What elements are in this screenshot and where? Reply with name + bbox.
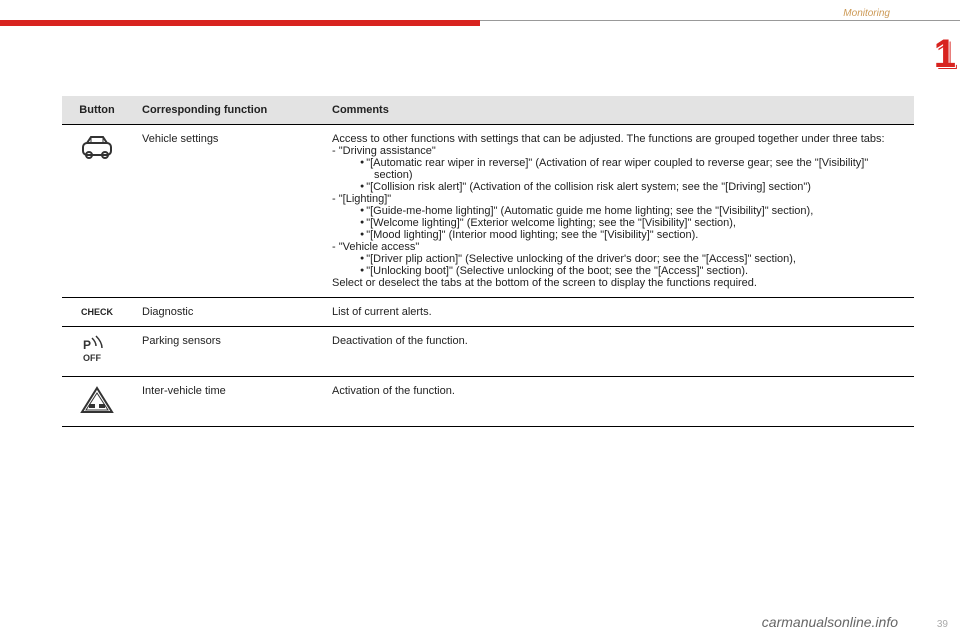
comments-outro: Select or deselect the tabs at the botto… bbox=[332, 277, 904, 289]
comments-cell: Activation of the function. bbox=[322, 377, 914, 427]
top-accent-bar bbox=[0, 20, 480, 26]
chapter-number: 1 bbox=[934, 32, 956, 77]
comments-cell: Deactivation of the function. bbox=[322, 327, 914, 377]
group-item: "[Guide-me-home lighting]" (Automatic gu… bbox=[374, 205, 904, 217]
table-row: CHECK Diagnostic List of current alerts. bbox=[62, 298, 914, 327]
col-header-comments: Comments bbox=[322, 96, 914, 125]
comments-cell: List of current alerts. bbox=[322, 298, 914, 327]
check-icon: CHECK bbox=[81, 307, 113, 317]
function-label: Parking sensors bbox=[132, 327, 322, 377]
warning-triangle-icon bbox=[77, 385, 117, 415]
comments-intro: Access to other functions with settings … bbox=[332, 133, 904, 145]
section-label: Monitoring bbox=[843, 8, 890, 19]
content-area: Button Corresponding function Comments bbox=[62, 96, 914, 427]
group-item: "[Driver plip action]" (Selective unlock… bbox=[374, 253, 904, 265]
col-header-button: Button bbox=[62, 96, 132, 125]
group-item: "[Automatic rear wiper in reverse]" (Act… bbox=[374, 157, 904, 181]
table-row: P OFF Parking sensors Deactivation of th… bbox=[62, 327, 914, 377]
functions-table: Button Corresponding function Comments bbox=[62, 96, 914, 427]
function-label: Vehicle settings bbox=[132, 125, 322, 298]
function-label: Diagnostic bbox=[132, 298, 322, 327]
svg-text:OFF: OFF bbox=[83, 353, 101, 363]
comments-cell: Access to other functions with settings … bbox=[322, 125, 914, 298]
table-row: Inter-vehicle time Activation of the fun… bbox=[62, 377, 914, 427]
footer-site: carmanualsonline.info bbox=[762, 614, 898, 630]
group-item: "[Collision risk alert]" (Activation of … bbox=[374, 181, 904, 193]
group-title: "[Lighting]" bbox=[339, 193, 391, 205]
page-number: 39 bbox=[937, 619, 948, 630]
group-item: "[Mood lighting]" (Interior mood lightin… bbox=[374, 229, 904, 241]
car-icon bbox=[77, 133, 117, 163]
table-row: Vehicle settings Access to other functio… bbox=[62, 125, 914, 298]
group-item: "[Unlocking boot]" (Selective unlocking … bbox=[374, 265, 904, 277]
group-list: "Driving assistance" "[Automatic rear wi… bbox=[332, 145, 904, 277]
function-label: Inter-vehicle time bbox=[132, 377, 322, 427]
parking-off-icon: P OFF bbox=[77, 335, 117, 365]
group-title: "Vehicle access" bbox=[339, 241, 420, 253]
col-header-function: Corresponding function bbox=[132, 96, 322, 125]
group-item: "[Welcome lighting]" (Exterior welcome l… bbox=[374, 217, 904, 229]
svg-text:P: P bbox=[83, 338, 91, 352]
top-thin-rule bbox=[480, 20, 960, 21]
group-title: "Driving assistance" bbox=[339, 145, 436, 157]
